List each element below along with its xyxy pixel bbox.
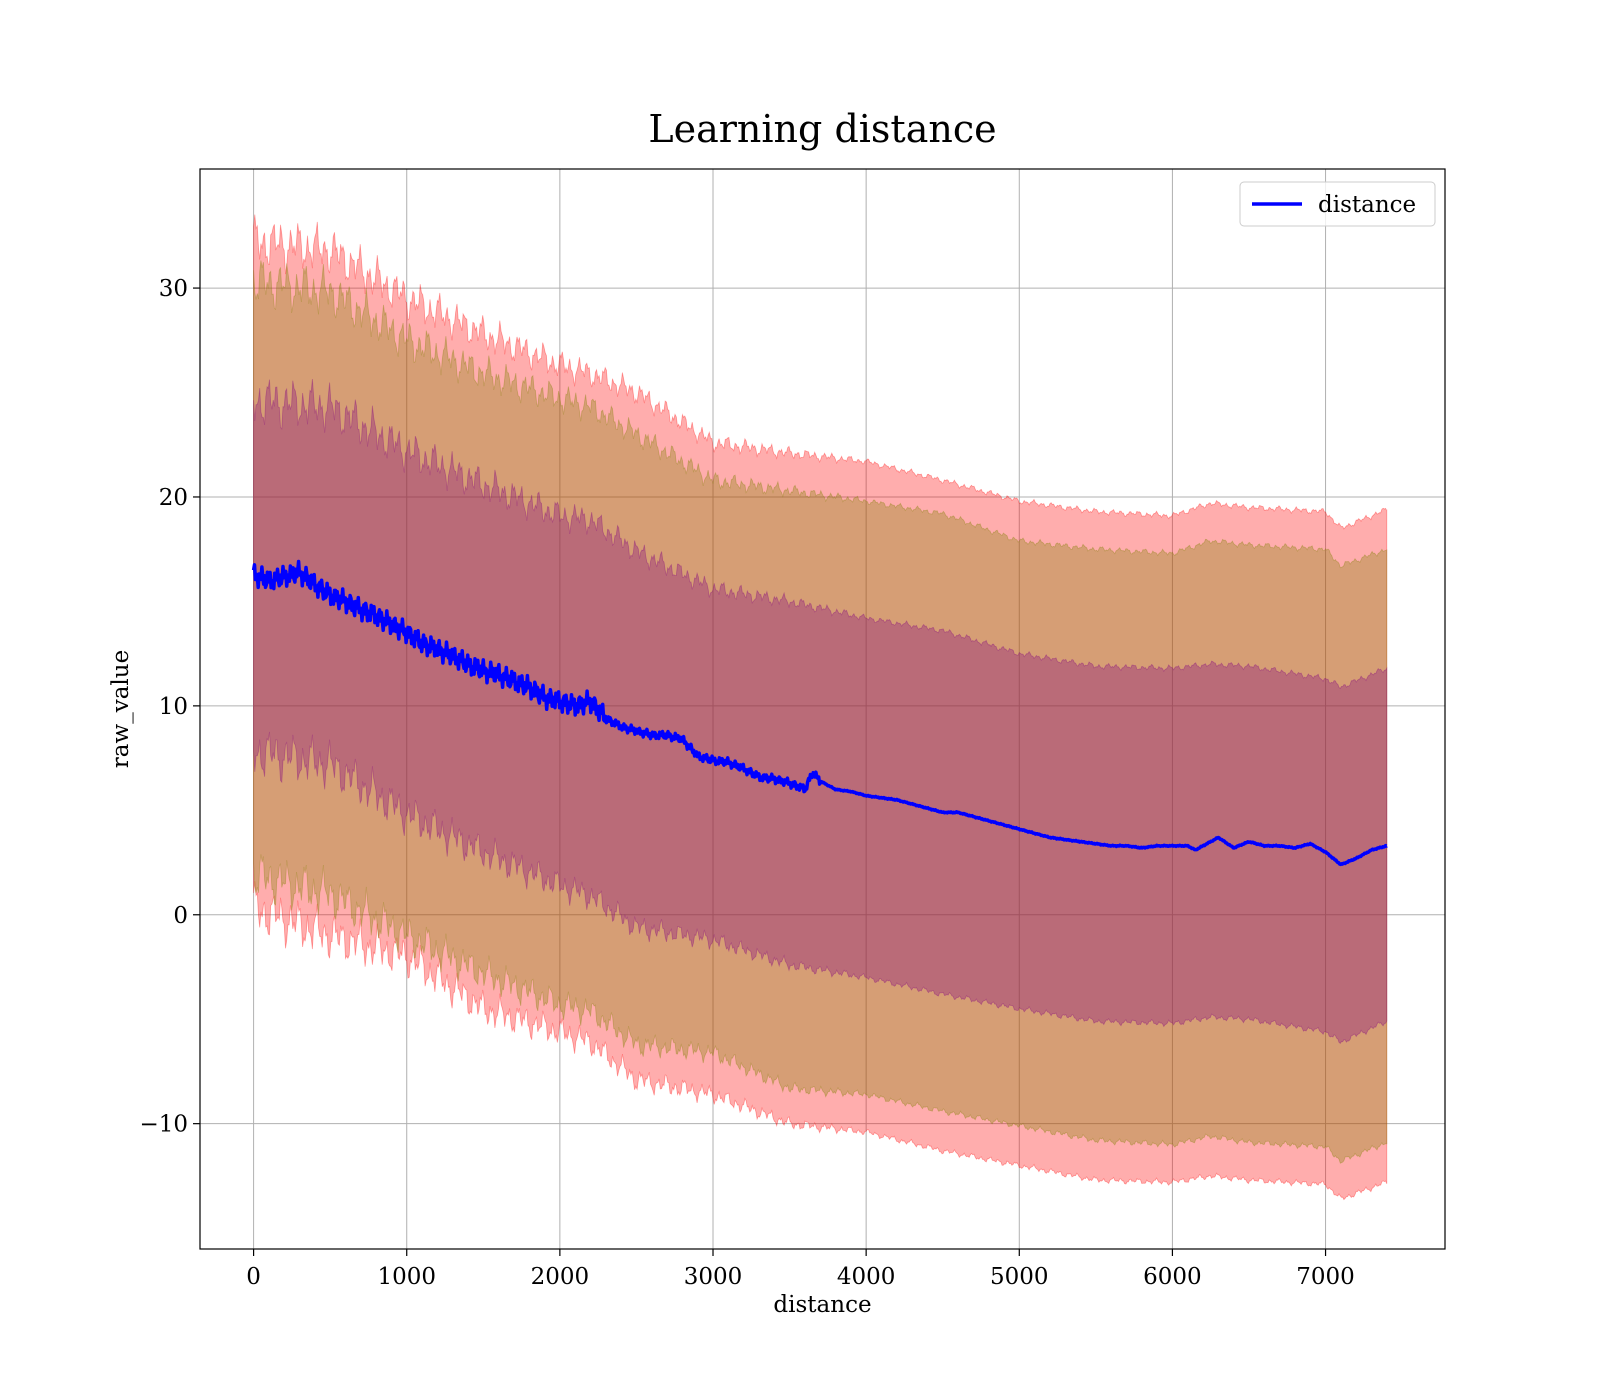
x-tick-label: 5000 [990,1264,1049,1290]
y-axis-label: raw_value [108,650,134,768]
y-tick-label: −10 [139,1112,188,1138]
axis-ticks: 0 1000 2000 3000 4000 5000 6000 7000 −10 0 10 20 30 [139,276,1354,1290]
y-tick-label: 20 [159,485,188,511]
x-tick-label: 1000 [377,1264,436,1290]
x-tick-label: 2000 [531,1264,590,1290]
chart-title: Learning distance [648,107,996,151]
x-tick-label: 6000 [1143,1264,1202,1290]
y-tick-label: 0 [173,903,188,929]
series-lines [251,559,1389,867]
x-axis-label: distance [773,1292,871,1318]
band-outer [253,214,1388,1201]
y-tick-label: 30 [159,276,188,302]
x-tick-label: 7000 [1296,1264,1355,1290]
band-inner [253,378,1388,1044]
legend-entry-distance: distance [1318,192,1416,218]
legend-box [1239,181,1436,227]
confidence-bands [253,214,1388,1201]
series-line-distance [251,559,1389,867]
y-tick-label: 10 [159,694,188,720]
plot-frame [199,168,1446,1250]
x-tick-label: 4000 [837,1264,896,1290]
x-tick-label: 3000 [684,1264,743,1290]
x-tick-label: 0 [246,1264,261,1290]
legend: distance [1239,181,1436,227]
band-middle [253,260,1388,1164]
